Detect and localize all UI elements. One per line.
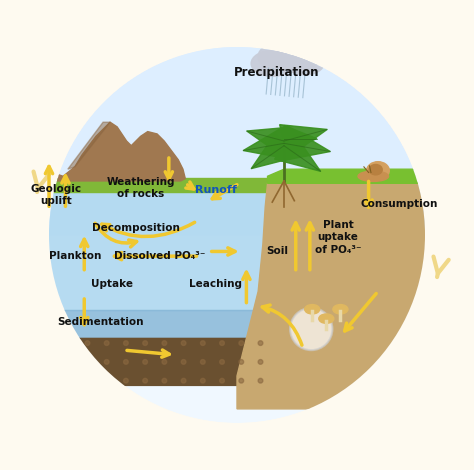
Circle shape (49, 47, 425, 423)
Circle shape (290, 308, 332, 350)
Circle shape (66, 378, 71, 383)
Circle shape (66, 360, 71, 364)
Polygon shape (247, 127, 288, 155)
Polygon shape (274, 132, 320, 171)
Text: Runoff: Runoff (195, 185, 237, 196)
Circle shape (162, 341, 167, 345)
Ellipse shape (258, 41, 310, 71)
Polygon shape (237, 183, 439, 409)
Polygon shape (33, 338, 274, 385)
Circle shape (258, 341, 263, 345)
Text: Consumption: Consumption (360, 199, 438, 210)
Polygon shape (280, 125, 327, 157)
Circle shape (239, 360, 244, 364)
Circle shape (181, 378, 186, 383)
Ellipse shape (369, 164, 382, 175)
Circle shape (201, 360, 205, 364)
Circle shape (124, 360, 128, 364)
Polygon shape (40, 122, 185, 181)
Circle shape (46, 378, 51, 383)
Circle shape (219, 341, 224, 345)
Circle shape (124, 378, 128, 383)
Circle shape (143, 378, 147, 383)
Circle shape (239, 341, 244, 345)
Circle shape (258, 378, 263, 383)
Text: Precipitation: Precipitation (234, 66, 319, 79)
Circle shape (162, 378, 167, 383)
Circle shape (181, 360, 186, 364)
Text: Uptake: Uptake (91, 279, 134, 290)
Polygon shape (281, 126, 330, 161)
Circle shape (162, 360, 167, 364)
Circle shape (219, 378, 224, 383)
Text: Geologic
uplift: Geologic uplift (30, 184, 82, 206)
Ellipse shape (305, 305, 320, 314)
Polygon shape (251, 133, 292, 169)
Circle shape (104, 341, 109, 345)
Circle shape (104, 378, 109, 383)
FancyBboxPatch shape (30, 178, 279, 192)
Text: Decomposition: Decomposition (92, 223, 180, 233)
Polygon shape (284, 125, 317, 152)
Circle shape (46, 360, 51, 364)
Ellipse shape (272, 45, 319, 72)
Circle shape (258, 360, 263, 364)
Circle shape (85, 341, 90, 345)
Text: Leaching: Leaching (189, 279, 242, 290)
Text: Soil: Soil (266, 246, 288, 257)
Polygon shape (33, 310, 274, 338)
Polygon shape (267, 169, 439, 183)
Circle shape (181, 341, 186, 345)
Circle shape (104, 360, 109, 364)
Text: Sedimentation: Sedimentation (57, 317, 144, 327)
Circle shape (143, 341, 147, 345)
Circle shape (46, 341, 51, 345)
Circle shape (239, 378, 244, 383)
Polygon shape (243, 128, 287, 158)
Circle shape (143, 360, 147, 364)
Circle shape (201, 378, 205, 383)
Wedge shape (49, 47, 425, 235)
Circle shape (201, 341, 205, 345)
Circle shape (124, 341, 128, 345)
Polygon shape (68, 122, 110, 169)
Polygon shape (33, 186, 274, 310)
Ellipse shape (358, 171, 389, 181)
Circle shape (66, 341, 71, 345)
Circle shape (85, 378, 90, 383)
Ellipse shape (367, 162, 389, 180)
Text: Plant
uptake
of PO₄³⁻: Plant uptake of PO₄³⁻ (315, 220, 361, 255)
Circle shape (85, 360, 90, 364)
Ellipse shape (333, 305, 348, 314)
Ellipse shape (319, 314, 334, 323)
Text: Weathering
of rocks: Weathering of rocks (106, 177, 175, 199)
Text: Dissolved PO₄³⁻: Dissolved PO₄³⁻ (114, 251, 205, 261)
Ellipse shape (251, 51, 293, 77)
Ellipse shape (286, 52, 324, 75)
Circle shape (219, 360, 224, 364)
Text: Plankton: Plankton (49, 251, 101, 261)
